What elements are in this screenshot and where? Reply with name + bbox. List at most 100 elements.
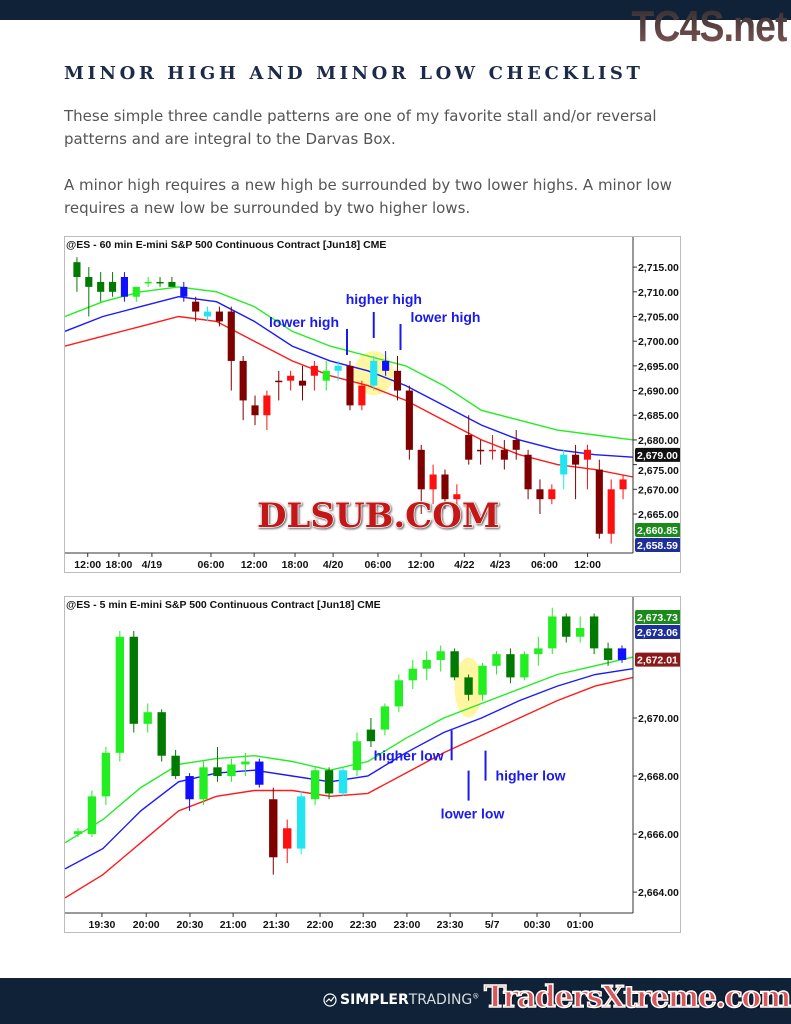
candle-body: [296, 796, 306, 849]
candle: [322, 360, 330, 391]
tradersxtreme-watermark-logo: TradersXtreme.com: [483, 979, 791, 1016]
time-tick-label: 18:00: [106, 559, 133, 571]
brand-light: TRADING: [408, 992, 473, 1008]
time-tick-label: 06:00: [365, 559, 392, 571]
candle: [422, 651, 431, 681]
candle-body: [213, 767, 222, 777]
candle: [405, 385, 413, 460]
candle: [548, 607, 557, 655]
annotation-label: lower high: [269, 314, 339, 330]
candle: [144, 276, 152, 287]
candle: [380, 703, 390, 736]
candle: [436, 645, 445, 672]
price-tag-label: 2,658.59: [637, 540, 678, 552]
candle: [338, 767, 348, 797]
candle-body: [429, 474, 437, 490]
candle: [143, 703, 152, 733]
chart-svg: lower high higher high lower high 2,715.00 2…: [65, 237, 680, 571]
candle: [73, 257, 81, 292]
time-tick-label: 18:00: [282, 559, 309, 571]
candle-body: [358, 385, 366, 406]
ema-slow-line: [65, 676, 634, 899]
candle-body: [607, 489, 615, 534]
price-tick-label: 2,666.00: [638, 829, 679, 841]
candle-body: [488, 449, 497, 452]
chart-title: @ES - 5 min E-mini S&P 500 Continuous Co…: [66, 599, 381, 611]
dlsub-watermark-logo: DLSUB.COM: [257, 496, 499, 536]
candle-body: [227, 764, 236, 777]
time-tick-label: 06:00: [198, 559, 225, 571]
time-tick-label: 01:00: [567, 919, 594, 931]
candle-body: [322, 370, 330, 381]
candle-body: [310, 770, 320, 800]
candle: [227, 306, 235, 391]
candle: [478, 662, 487, 701]
candle-body: [115, 636, 125, 753]
candle: [453, 484, 461, 524]
candle-body: [73, 831, 83, 835]
candle-body: [199, 767, 208, 800]
candle: [500, 439, 508, 470]
ema-mid-line: [65, 295, 634, 458]
candle: [534, 636, 543, 666]
price-tag: [635, 538, 680, 552]
time-tick-label: 5/7: [485, 919, 500, 931]
candle: [607, 479, 615, 544]
ema-fast-line: [65, 286, 634, 441]
candle-body: [380, 706, 390, 730]
candle: [192, 296, 200, 322]
candle-body: [129, 636, 138, 724]
candle: [477, 439, 485, 465]
time-tick-label: 21:30: [263, 919, 290, 931]
candle-body: [168, 281, 176, 287]
candle: [617, 645, 627, 663]
candle: [394, 674, 404, 713]
candle-body: [534, 648, 543, 655]
annotation-label: lower low: [441, 806, 505, 822]
price-tick-label: 2,695.00: [638, 361, 679, 373]
candle: [560, 449, 568, 490]
candle: [275, 370, 283, 401]
candle: [213, 747, 222, 782]
candle: [382, 351, 390, 376]
price-tick-label: 2,670.00: [638, 713, 679, 725]
price-tag: [635, 447, 680, 462]
candle-body: [192, 301, 200, 312]
candle-body: [298, 380, 307, 386]
candle-body: [492, 654, 501, 666]
candle: [324, 767, 334, 800]
chart-5-min: higher low lower low higher low 2,673.73 2,6…: [64, 596, 681, 933]
candle: [583, 444, 592, 490]
candle-body: [450, 651, 459, 678]
candle: [156, 276, 164, 287]
candle-body: [464, 677, 473, 695]
candle-body: [310, 365, 318, 376]
chart-title: @ES - 60 min E-mini S&P 500 Continuous C…: [66, 239, 386, 251]
candle-body: [73, 262, 81, 277]
candle-body: [382, 360, 390, 371]
candle: [97, 272, 105, 302]
trend-circle-icon: [323, 993, 337, 1007]
time-tick-label: 22:30: [350, 919, 377, 931]
candle: [287, 370, 295, 391]
candle: [298, 365, 307, 401]
candle-body: [287, 375, 295, 381]
candle: [203, 306, 212, 322]
candle-body: [619, 479, 627, 490]
price-tag-label: 2,673.73: [637, 612, 678, 624]
candle: [132, 286, 140, 302]
candle: [520, 651, 529, 681]
ema-fast-line: [65, 656, 634, 844]
candle-body: [548, 616, 557, 649]
candle: [269, 787, 278, 875]
candle: [370, 355, 378, 391]
candle-body: [263, 395, 271, 416]
candle-body: [255, 761, 264, 785]
candle-body: [180, 286, 188, 297]
price-tick-label: 2,680.00: [638, 435, 679, 447]
candle-body: [441, 474, 449, 500]
candle-body: [157, 712, 166, 756]
candle-body: [185, 776, 194, 800]
candle: [429, 464, 437, 505]
time-tick-label: 4/20: [323, 559, 344, 571]
